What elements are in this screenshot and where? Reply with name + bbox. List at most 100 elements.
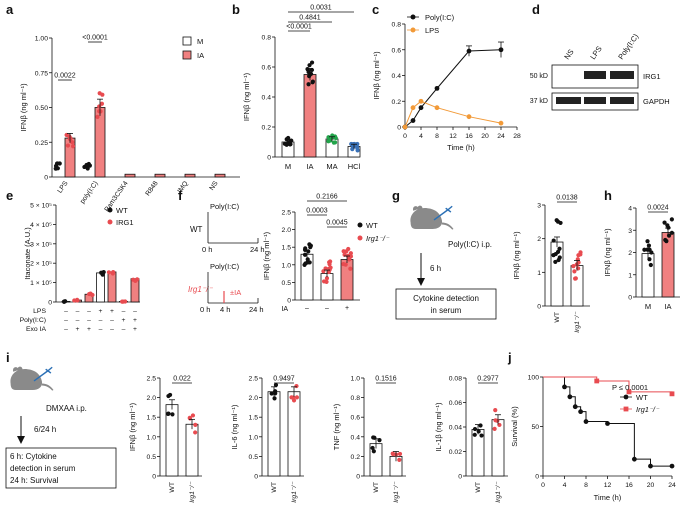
i1-y-tick-label: 2.5 — [249, 376, 259, 383]
h-point — [663, 237, 668, 243]
d-marker-label: 37 kD — [530, 98, 548, 105]
i-inj-label: DMXAA i.p. — [46, 404, 87, 413]
f-ko-label: Irg1⁻/⁻ — [188, 285, 213, 294]
i-point — [370, 445, 375, 451]
i-x-tick-label: Irg1⁻/⁻ — [189, 481, 196, 503]
c-y-tick-label: 0.8 — [392, 22, 402, 29]
g-inj-label: Poly(I:C) i.p. — [448, 240, 492, 249]
h-y-tick-label: 1 — [628, 272, 632, 279]
e-row-label: Poly(I:C) — [20, 317, 46, 324]
c-x-tick-label: 0 — [403, 133, 407, 140]
b-x-tick-label: M — [285, 162, 291, 171]
f-time-label: 0 h — [202, 245, 212, 254]
i3-p-value: 0.2977 — [477, 376, 499, 383]
f-p-value: 0.2166 — [316, 194, 338, 201]
e-row-sign: – — [87, 317, 91, 324]
h-p-value: 0.0024 — [647, 205, 669, 212]
c-y-tick-label: 0.6 — [392, 47, 402, 54]
c-data-point — [402, 124, 408, 130]
i-point — [272, 396, 277, 401]
g-p-value: 0.0138 — [556, 195, 578, 202]
i-x-tick-label: Irg1⁻/⁻ — [393, 481, 400, 503]
a-x-tick-label: poly(I:C) — [79, 180, 99, 205]
g-box-text: Cytokine detection — [413, 294, 479, 303]
f-point — [305, 257, 310, 262]
g-y-tick-label: 3 — [537, 203, 541, 210]
h-point — [645, 247, 650, 252]
c-series-line — [404, 100, 502, 128]
e-row-sign: – — [76, 308, 80, 315]
i-point — [291, 398, 297, 403]
i0-y-tick-label: 2.5 — [147, 376, 157, 383]
b-x-tick-label: IA — [306, 162, 313, 171]
j-data-point — [578, 409, 584, 415]
g-arrow-head — [417, 278, 425, 286]
f-time-label: 4 h — [220, 305, 230, 314]
a-point-IA — [95, 114, 100, 119]
b-p-value: 0.0031 — [310, 5, 332, 12]
c-legend-label: LPS — [425, 26, 439, 35]
i-box-text: 24 h: Survival — [10, 476, 59, 485]
i-point — [193, 422, 198, 427]
f-time-label: 24 h — [249, 305, 264, 314]
f-p-value: 0.0003 — [306, 208, 328, 215]
g-point — [557, 255, 562, 260]
e-point — [135, 277, 140, 282]
i2-p-value: 0.1516 — [375, 376, 397, 383]
f-ia-sign: – — [325, 305, 329, 312]
f-legend-label: Irg1⁻/⁻ — [366, 234, 390, 243]
j-data-point — [631, 456, 637, 462]
j-data-point — [594, 378, 600, 384]
a-bar-IA — [214, 173, 226, 178]
a-point-M — [57, 161, 62, 166]
e-bar — [96, 272, 105, 303]
e-row-sign: – — [110, 317, 114, 324]
i1-y-tick-label: 1.0 — [249, 434, 259, 441]
i1-y-tick-label: 0 — [254, 474, 258, 481]
g-box-text: in serum — [431, 306, 462, 315]
i0-p-value: 0.022 — [173, 376, 191, 383]
mouse-icon-shape — [417, 205, 423, 211]
j-data-point — [562, 384, 567, 390]
j-x-tick-label: 16 — [625, 482, 633, 489]
i-point — [390, 451, 396, 457]
j-y-tick-label: 100 — [528, 375, 540, 382]
j-legend-label: WT — [636, 393, 648, 402]
i3-y-tick-label: 0.02 — [449, 449, 462, 456]
b-x-tick-label: MA — [326, 162, 337, 171]
b-point — [331, 140, 337, 145]
i-point — [492, 426, 497, 431]
f-legend-label: WT — [366, 221, 378, 230]
a-x-tick-label: NS — [208, 180, 219, 192]
e-row-sign: – — [76, 317, 80, 324]
i-point — [273, 382, 279, 388]
g-time-label: 6 h — [430, 264, 441, 273]
d-lane-label: Poly(I:C) — [616, 32, 640, 61]
j-legend-label: Irg1⁻/⁻ — [636, 405, 660, 414]
b-y-tick-label: 0.8 — [262, 35, 272, 42]
f-y-axis-label: IFNβ (ng ml⁻¹) — [262, 231, 271, 280]
a-bar-IA — [184, 173, 196, 178]
f-point — [341, 249, 346, 254]
i0-y-tick-label: 2.0 — [147, 395, 157, 402]
g-point — [553, 259, 558, 265]
e-point — [120, 299, 125, 304]
a-legend-swatch-IA — [182, 50, 192, 60]
e-y-axis-label: Itaconate (A.U.) — [23, 227, 32, 280]
e-y-tick-label: 2 × 10⁵ — [30, 261, 52, 268]
h-y-tick-label: 4 — [628, 206, 632, 213]
a-y-tick-label: 1.00 — [35, 36, 48, 43]
i-point — [269, 391, 274, 396]
i-point — [371, 449, 376, 454]
e-point — [123, 299, 128, 304]
i-y-axis-label: IL-6 (ng ml⁻¹) — [230, 404, 239, 449]
h-y-tick-label: 2 — [628, 250, 632, 257]
i-point — [472, 432, 477, 437]
i-x-tick-label: WT — [475, 482, 482, 493]
c-y-tick-label: 0.4 — [392, 73, 402, 80]
i-point — [472, 426, 478, 432]
i3-y-tick-label: 0.06 — [449, 400, 462, 407]
f-point — [348, 266, 353, 271]
f-point — [324, 279, 329, 284]
g-y-tick-label: 1 — [537, 270, 541, 277]
